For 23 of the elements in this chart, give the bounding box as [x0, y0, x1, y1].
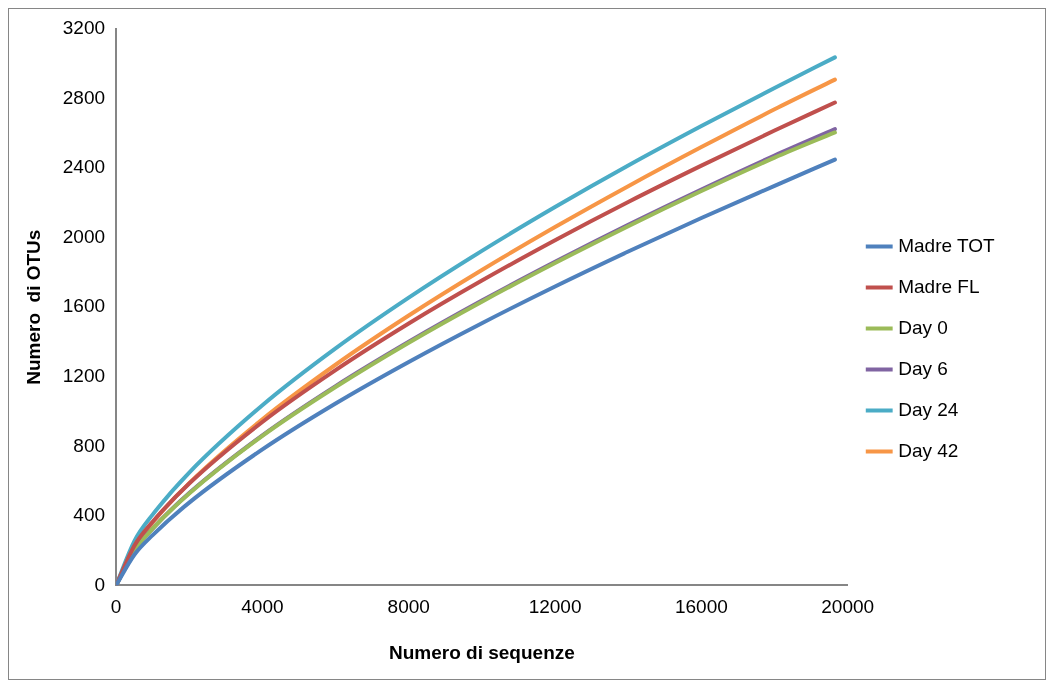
x-tick-label: 0 — [110, 596, 122, 618]
y-tick-label: 1200 — [62, 364, 106, 386]
y-tick-label: 400 — [73, 504, 106, 526]
legend-label: Day 24 — [898, 398, 959, 420]
y-tick-label: 2400 — [62, 156, 106, 178]
x-axis-title: Numero di sequenze — [388, 641, 575, 663]
y-tick-label: 800 — [73, 434, 106, 456]
y-tick-label: 3200 — [62, 17, 106, 39]
y-tick-label: 2000 — [62, 225, 106, 247]
legend-label: Madre FL — [898, 275, 980, 297]
y-tick-label: 2800 — [62, 86, 106, 108]
legend-label: Day 6 — [898, 357, 948, 379]
legend-label: Day 0 — [898, 316, 948, 338]
x-tick-label: 20000 — [821, 596, 875, 618]
y-tick-label: 0 — [94, 573, 106, 595]
x-tick-label: 4000 — [241, 596, 284, 618]
x-tick-label: 12000 — [528, 596, 582, 618]
y-axis-title: Numero di OTUs — [22, 229, 44, 385]
x-tick-label: 8000 — [387, 596, 430, 618]
legend-label: Day 42 — [898, 439, 959, 461]
legend-label: Madre TOT — [898, 234, 996, 256]
y-tick-label: 1600 — [62, 295, 106, 317]
x-tick-label: 16000 — [674, 596, 728, 618]
